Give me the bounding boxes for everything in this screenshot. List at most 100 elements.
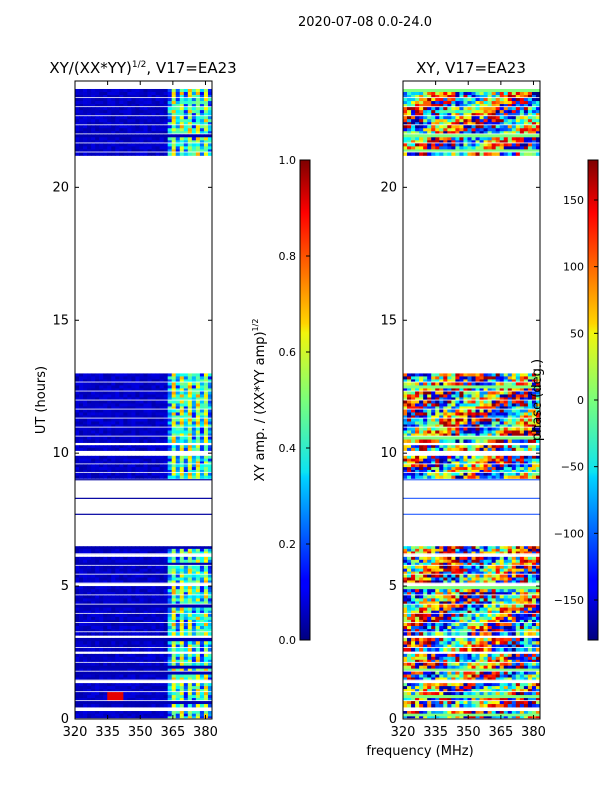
heatmap-cell <box>167 610 173 615</box>
heatmap-cell <box>111 391 116 395</box>
heatmap-cell <box>131 665 136 670</box>
heatmap-cell <box>163 619 169 624</box>
heatmap-cell <box>115 562 120 567</box>
heatmap-cell <box>139 619 144 624</box>
heatmap-cell <box>139 439 144 443</box>
heatmap-cell <box>187 418 193 422</box>
heatmap-cell <box>199 146 205 150</box>
heatmap-cell <box>167 95 173 99</box>
heatmap-cell <box>419 713 424 717</box>
heatmap-cell <box>451 656 456 661</box>
heatmap-cell <box>83 713 88 717</box>
heatmap-cell <box>451 607 456 612</box>
heatmap-cell <box>519 711 525 715</box>
heatmap-cell <box>187 406 193 410</box>
heatmap-cell <box>527 644 533 649</box>
heatmap-cell <box>111 644 116 649</box>
heatmap-cell <box>123 604 128 608</box>
heatmap-cell <box>107 626 112 630</box>
heatmap-cell <box>535 671 541 675</box>
heatmap-cell <box>207 674 213 678</box>
heatmap-cell <box>163 574 169 578</box>
heatmap-cell <box>195 671 201 675</box>
heatmap-cell <box>135 149 140 153</box>
heatmap-cell <box>119 647 124 652</box>
heatmap-cell <box>195 373 201 377</box>
heatmap-cell <box>207 626 213 630</box>
heatmap-cell <box>167 656 173 661</box>
heatmap-cell <box>83 373 88 377</box>
heatmap-cell <box>179 464 185 468</box>
heatmap-cell <box>159 610 165 615</box>
heatmap-cell <box>135 607 140 612</box>
heatmap-cell <box>471 711 476 715</box>
heatmap-cell <box>519 637 525 642</box>
heatmap-cell <box>115 107 120 111</box>
heatmap-cell <box>87 467 92 471</box>
heatmap-cell <box>195 701 201 705</box>
heatmap-cell <box>167 668 173 672</box>
heatmap-cell <box>515 589 521 593</box>
heatmap-cell <box>179 665 185 670</box>
heatmap-cell <box>527 647 533 652</box>
heatmap-cell <box>111 556 116 561</box>
heatmap-cell <box>483 656 489 661</box>
heatmap-cell <box>163 711 169 715</box>
heatmap-cell <box>103 574 108 578</box>
heatmap-cell <box>199 445 205 449</box>
heatmap-cell <box>471 662 476 667</box>
heatmap-cell <box>99 604 104 608</box>
heatmap-cell <box>151 556 156 561</box>
heatmap-cell <box>407 647 412 652</box>
heatmap-cell <box>135 373 140 377</box>
heatmap-cell <box>435 644 440 649</box>
heatmap-cell <box>495 613 501 618</box>
heatmap-cell <box>159 704 165 708</box>
heatmap-cell <box>139 613 144 618</box>
heatmap-cell <box>439 622 444 627</box>
heatmap-cell <box>431 647 436 652</box>
heatmap-cell <box>135 88 140 93</box>
heatmap-cell <box>147 595 152 599</box>
heatmap-cell <box>163 391 169 395</box>
heatmap-cell <box>159 409 165 413</box>
heatmap-cell <box>183 137 189 141</box>
heatmap-cell <box>403 668 408 672</box>
heatmap-cell <box>207 447 213 451</box>
heatmap-cell <box>491 604 497 608</box>
heatmap-cell <box>403 616 408 621</box>
heatmap-cell <box>487 671 493 675</box>
heatmap-cell <box>123 580 128 584</box>
heatmap-cell <box>87 415 92 419</box>
heatmap-cell <box>79 388 84 392</box>
heatmap-cell <box>175 647 181 652</box>
heatmap-cell <box>167 589 173 593</box>
heatmap-cell <box>183 430 189 434</box>
heatmap-cell <box>131 472 136 476</box>
heatmap-cell <box>475 713 480 717</box>
heatmap-cell <box>507 686 513 690</box>
heatmap-cell <box>507 637 513 642</box>
heatmap-cell <box>411 665 416 670</box>
heatmap-cell <box>131 616 136 621</box>
heatmap-cell <box>111 122 116 126</box>
heatmap-cell <box>131 704 136 708</box>
heatmap-cell <box>471 701 476 705</box>
heatmap-cell <box>99 656 104 661</box>
heatmap-cell <box>135 713 140 717</box>
heatmap-cell <box>491 704 497 708</box>
heatmap-cell <box>459 716 464 720</box>
heatmap-cell <box>151 385 156 389</box>
heatmap-cell <box>103 149 108 153</box>
colorbar-tick-label: 1.0 <box>279 154 297 167</box>
heatmap-cell <box>151 656 156 661</box>
heatmap-cell <box>123 131 128 135</box>
heatmap-cell <box>479 616 484 621</box>
heatmap-cell <box>115 626 120 630</box>
heatmap-cell <box>127 445 132 449</box>
heatmap-cell <box>151 88 156 93</box>
heatmap-cell <box>135 619 140 624</box>
heatmap-cell <box>175 427 181 431</box>
heatmap-cell <box>83 403 88 407</box>
heatmap-cell <box>123 436 128 440</box>
